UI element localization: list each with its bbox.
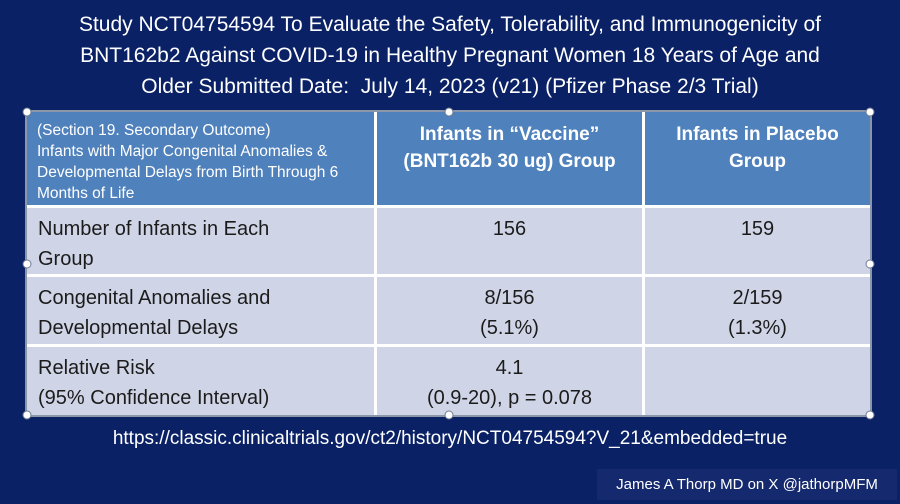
slide-title: Study NCT04754594 To Evaluate the Safety… [0,9,900,102]
table-row-label: Number of Infants in Each Group [27,208,377,277]
selection-handle-bottom-left[interactable] [22,410,32,420]
slide-title-line-3: Older Submitted Date: July 14, 2023 (v21… [141,75,759,98]
slide-title-line-2: BNT162b2 Against COVID-19 in Healthy Pre… [80,44,820,67]
outcome-table-grid: (Section 19. Secondary Outcome) Infants … [27,112,870,415]
selection-handle-top-left[interactable] [22,107,32,117]
selection-handle-middle-right[interactable] [865,259,875,268]
selection-handle-bottom-right[interactable] [865,410,875,420]
source-url: https://classic.clinicaltrials.gov/ct2/h… [112,428,788,449]
table-header-outcome: (Section 19. Secondary Outcome) Infants … [27,112,377,208]
table-row-placebo-value: 2/159 (1.3%) [645,277,870,347]
table-row-label: Relative Risk (95% Confidence Interval) [27,347,377,415]
table-row-vaccine-value: 4.1 (0.9-20), p = 0.078 [377,347,645,415]
selection-handle-top-right[interactable] [865,107,875,117]
slide-title-line-1: Study NCT04754594 To Evaluate the Safety… [78,13,822,36]
selection-handle-middle-left[interactable] [22,259,32,268]
table-row-label: Congenital Anomalies and Developmental D… [27,277,377,347]
attribution-badge: James A Thorp MD on X @jathorpMFM [597,469,897,500]
table-header-placebo-group: Infants in Placebo Group [645,112,870,208]
table-row-placebo-value: 159 [645,208,870,277]
outcome-table[interactable]: (Section 19. Secondary Outcome) Infants … [22,107,875,420]
selection-handle-bottom-center[interactable] [444,410,453,420]
selection-handle-top-center[interactable] [444,107,453,117]
table-row-placebo-value [645,347,870,415]
table-row-vaccine-value: 156 [377,208,645,277]
table-header-vaccine-group: Infants in “Vaccine” (BNT162b 30 ug) Gro… [377,112,645,208]
table-row-vaccine-value: 8/156 (5.1%) [377,277,645,347]
